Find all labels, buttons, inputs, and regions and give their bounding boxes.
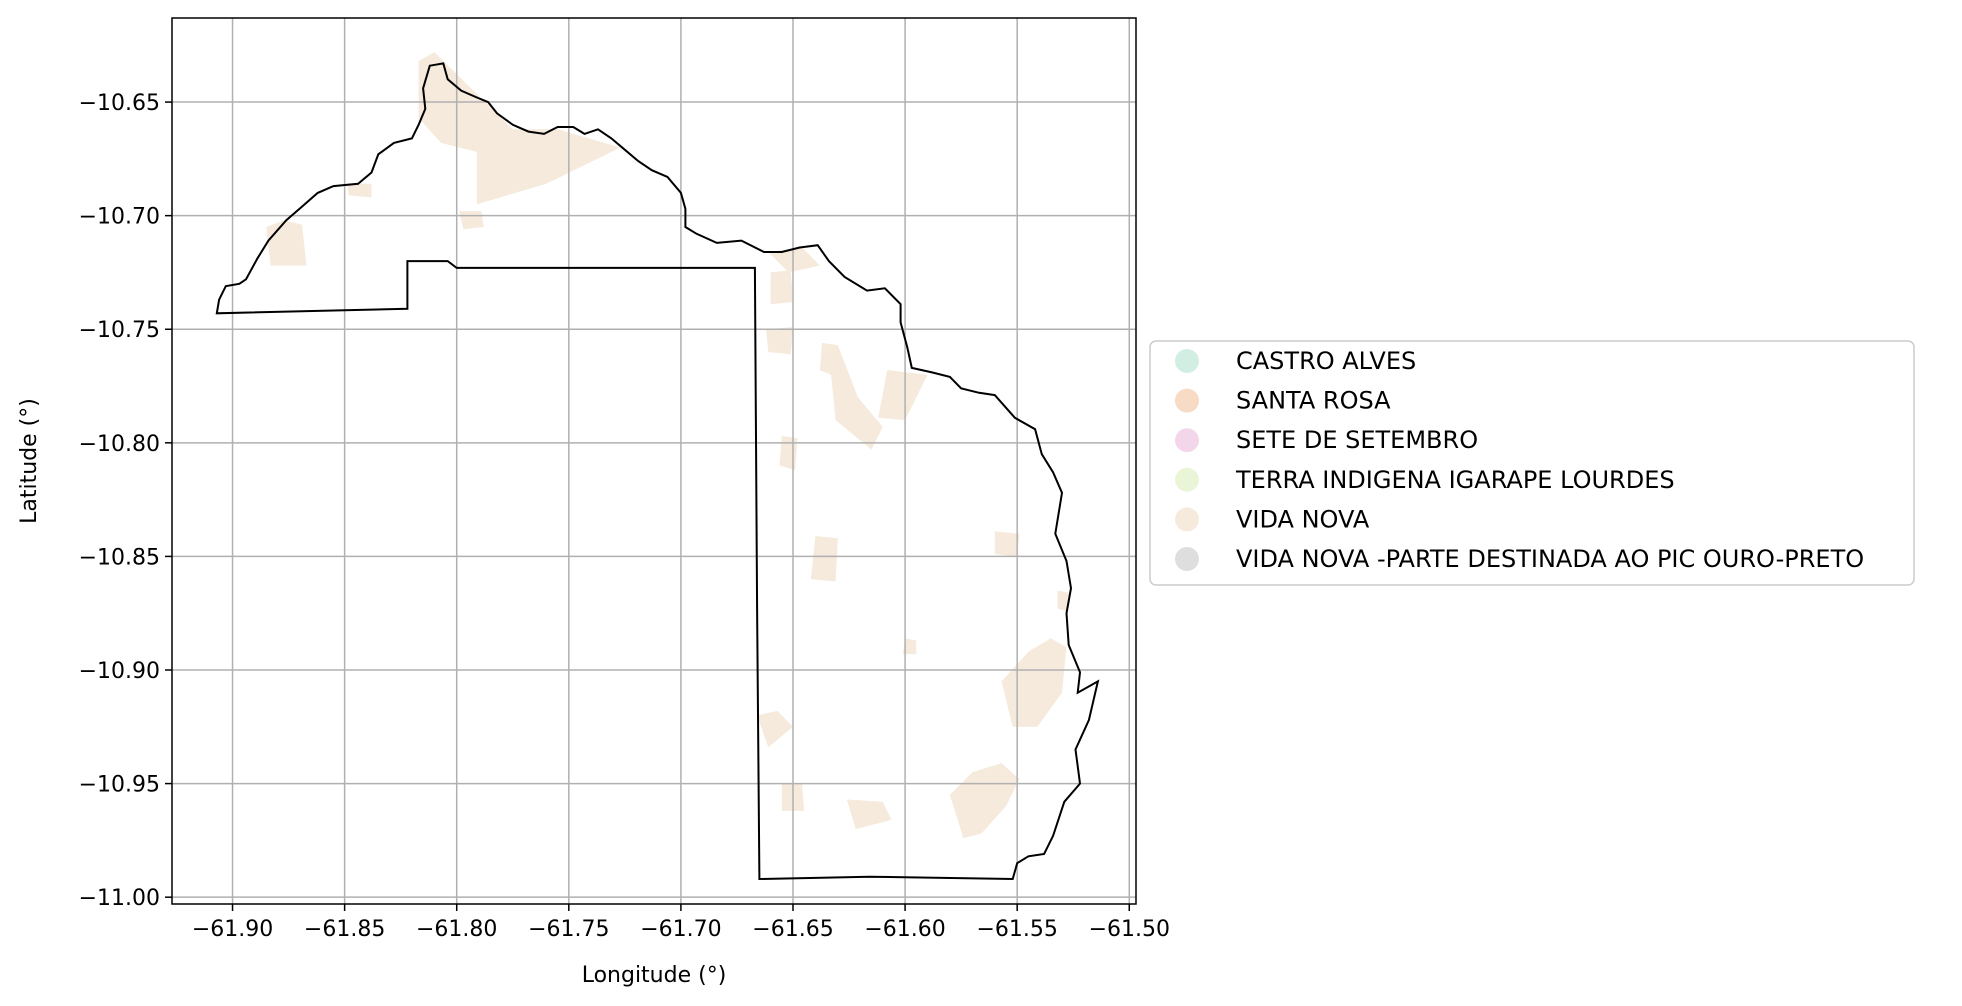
legend-label-4: TERRA INDIGENA IGARAPE LOURDES xyxy=(1235,466,1675,494)
legend-label-6: VIDA NOVA -PARTE DESTINADA AO PIC OURO-P… xyxy=(1236,545,1864,573)
y-tick-label-8: −11.00 xyxy=(79,886,160,911)
legend-marker-4 xyxy=(1175,467,1199,492)
y-tick-label-4: −10.80 xyxy=(79,432,160,457)
y-tick-label-6: −10.90 xyxy=(79,659,160,684)
vida-nova-patch-9 xyxy=(878,370,928,421)
x-tick-label-2: −61.85 xyxy=(304,917,385,942)
vida-nova-patch-10 xyxy=(779,436,798,471)
legend-marker-1 xyxy=(1175,349,1199,373)
vida-nova-patch-7 xyxy=(766,327,793,355)
vida-nova-patch-1 xyxy=(418,52,621,205)
x-axis-title: Longitude (°) xyxy=(582,963,727,988)
y-tick-label-5: −10.85 xyxy=(79,545,160,570)
vida-nova-patch-16 xyxy=(949,763,1020,839)
y-axis-ticks: −10.65 −10.70 −10.75 −10.80 −10.85 −10.90 −10.… xyxy=(79,91,172,911)
vida-nova-patch-19 xyxy=(1057,590,1069,611)
vida-nova-patch-13 xyxy=(902,638,917,655)
legend-frame xyxy=(1149,340,1915,586)
axes-frame xyxy=(171,17,1137,905)
legend-label-1: CASTRO ALVES xyxy=(1236,347,1416,375)
x-tick-label-7: −61.60 xyxy=(864,917,945,942)
vida-nova-patches xyxy=(266,52,1069,839)
vida-nova-patch-11 xyxy=(810,536,838,582)
vida-nova-patch-6 xyxy=(770,270,793,305)
x-tick-label-9: −61.50 xyxy=(1089,917,1170,942)
y-tick-label-7: −10.95 xyxy=(79,773,160,798)
vida-nova-patch-12 xyxy=(994,531,1020,557)
vida-nova-patch-3 xyxy=(346,183,372,198)
legend: CASTRO ALVES SANTA ROSA SETE DE SETEMBRO TE… xyxy=(1149,340,1915,586)
legend-label-5: VIDA NOVA xyxy=(1236,505,1370,533)
x-tick-label-5: −61.70 xyxy=(640,917,721,942)
gridlines xyxy=(172,18,1136,904)
y-tick-label-3: −10.75 xyxy=(79,318,160,343)
legend-marker-6 xyxy=(1175,547,1199,571)
x-axis-ticks: −61.90 −61.85 −61.80 −61.75 −61.70 −61.65 −61.… xyxy=(192,904,1170,942)
legend-label-2: SANTA ROSA xyxy=(1236,387,1391,415)
x-tick-label-1: −61.90 xyxy=(192,917,273,942)
vida-nova-patch-2 xyxy=(266,220,307,266)
legend-marker-3 xyxy=(1175,428,1199,453)
y-axis-title: Latitude (°) xyxy=(17,398,42,524)
x-tick-label-8: −61.55 xyxy=(976,917,1057,942)
legend-entries: CASTRO ALVES SANTA ROSA SETE DE SETEMBRO TE… xyxy=(1175,347,1864,573)
vida-nova-patch-8 xyxy=(819,342,883,450)
y-tick-label-2: −10.70 xyxy=(79,205,160,230)
x-tick-label-4: −61.75 xyxy=(528,917,609,942)
x-tick-label-6: −61.65 xyxy=(752,917,833,942)
vida-nova-patch-17 xyxy=(846,799,892,829)
vida-nova-patch-15 xyxy=(757,710,793,748)
legend-marker-5 xyxy=(1175,507,1199,532)
y-tick-label-1: −10.65 xyxy=(79,91,160,116)
vida-nova-patch-5 xyxy=(768,247,820,273)
x-tick-label-3: −61.80 xyxy=(416,917,497,942)
legend-marker-2 xyxy=(1175,388,1199,413)
region-boundary xyxy=(215,62,1100,881)
legend-label-3: SETE DE SETEMBRO xyxy=(1236,426,1478,454)
